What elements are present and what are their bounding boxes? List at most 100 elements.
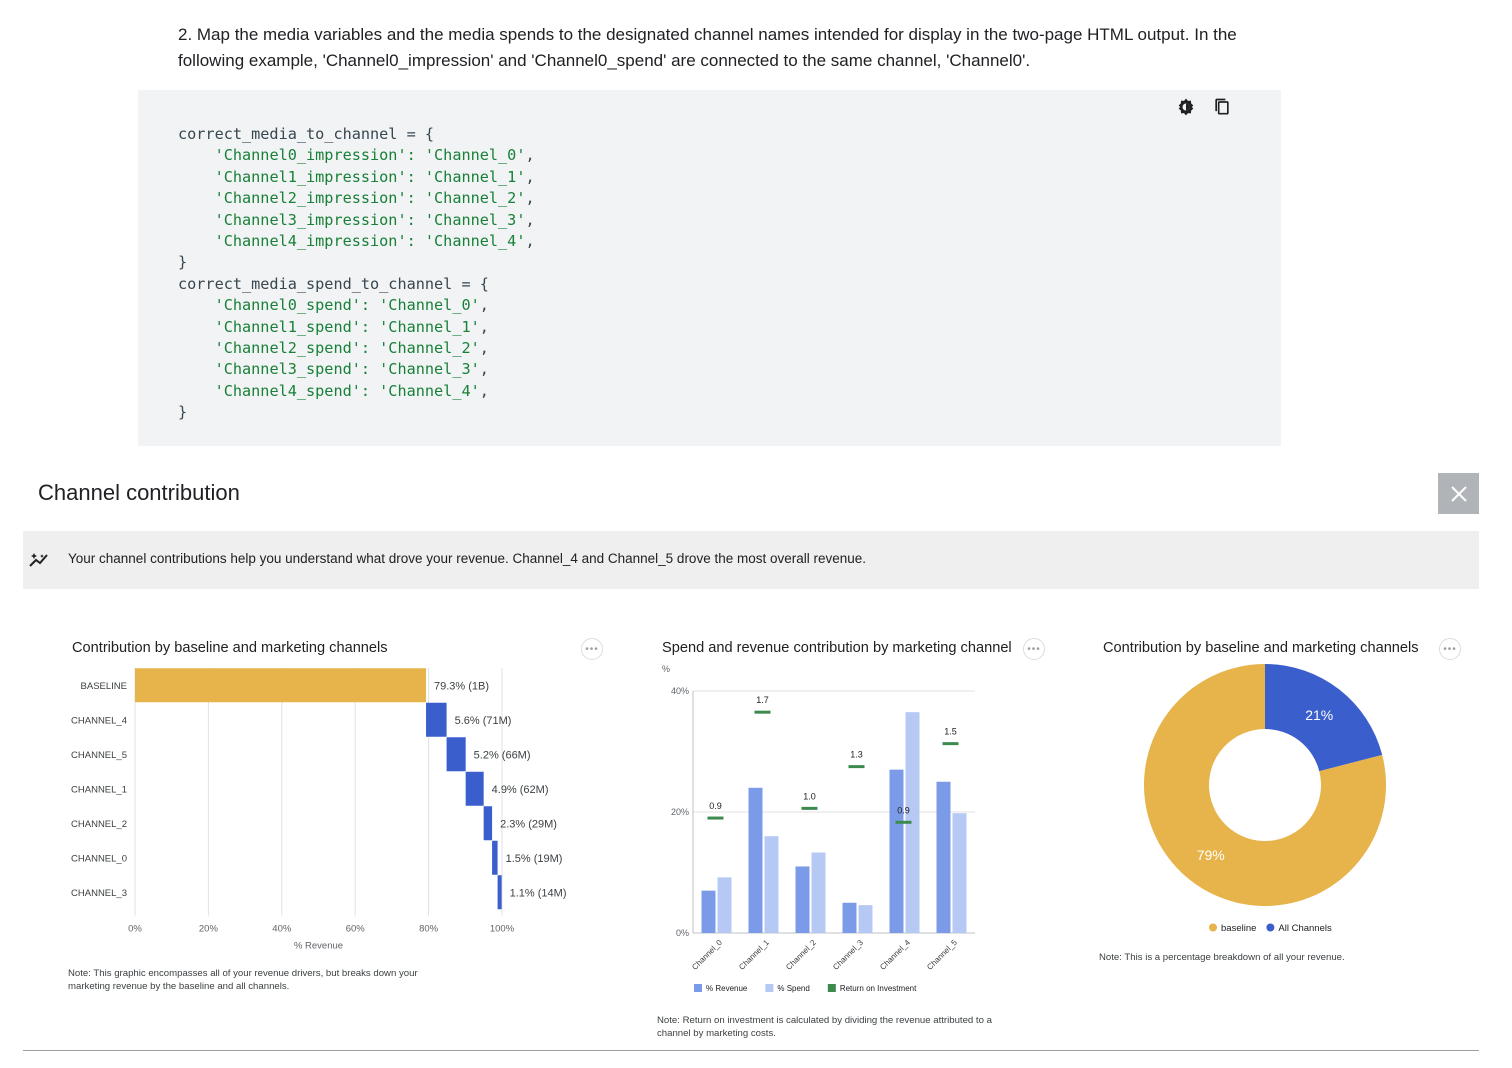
category-label: Channel_5 (925, 938, 959, 972)
code-token (178, 382, 215, 400)
roi-label: 1.0 (803, 791, 816, 801)
code-line: 'Channel2_impression': 'Channel_2', (178, 188, 535, 209)
roi-label: 0.9 (897, 805, 910, 815)
revenue-bar (889, 769, 904, 933)
code-token: } (178, 253, 188, 272)
code-token: , (479, 317, 489, 336)
spend-bar (858, 905, 873, 933)
code-block: correct_media_to_channel = { 'Channel0_i… (138, 90, 1281, 446)
legend-swatch (765, 984, 774, 992)
code-token: , (479, 296, 489, 315)
code-string: 'Channel2_impression': 'Channel_2' (214, 189, 526, 208)
code-token: , (525, 210, 535, 229)
code-token (178, 360, 215, 378)
more-horiz-icon: ••• (1027, 643, 1041, 655)
category-label: Channel_3 (831, 938, 865, 972)
roi-label: 1.5 (944, 727, 957, 737)
code-string: 'Channel1_impression': 'Channel_1' (214, 167, 526, 186)
code-token: , (525, 146, 535, 165)
category-label: Channel_1 (737, 938, 771, 972)
roi-label: 0.9 (709, 801, 722, 811)
bar-channel_5 (446, 737, 466, 772)
y-tick-label: 0% (676, 928, 689, 938)
code-token (178, 318, 215, 336)
category-label: CHANNEL_0 (71, 853, 127, 864)
revenue-bar (795, 866, 810, 933)
code-string: 'Channel3_spend': 'Channel_3' (214, 360, 480, 379)
code-string: 'Channel2_spend': 'Channel_2' (214, 339, 480, 358)
insights-icon (29, 553, 48, 567)
category-label: Channel_4 (878, 938, 912, 972)
x-tick-label: 60% (346, 924, 366, 935)
bar-channel_0 (492, 840, 498, 875)
y-unit-label: % (662, 664, 670, 674)
bar-channel_3 (497, 875, 502, 910)
code-content: correct_media_to_channel = { 'Channel0_i… (178, 124, 535, 424)
spend-revenue-chart: % 0% 20% 40% 0.9 Channel_0 1.7 Channel_1 1.0 Chan… (662, 664, 975, 993)
category-label: BASELINE (81, 681, 127, 692)
spend-bar (764, 836, 779, 933)
code-token (178, 232, 215, 250)
copy-icon (1215, 98, 1229, 115)
bar-channel_4 (426, 702, 447, 737)
data-label: 1.5% (19M) (506, 853, 563, 865)
waterfall-chart: 0% 20% 40% 60% 80% 100% % Revenue BASELINE 79.3%… (71, 668, 566, 952)
more-horiz-icon: ••• (1443, 643, 1457, 655)
code-token: , (525, 189, 535, 208)
more-horiz-icon: ••• (585, 643, 599, 655)
spend-bar (952, 813, 967, 933)
code-token (178, 211, 215, 229)
data-label: 79.3% (1B) (434, 680, 489, 692)
spend-bar (811, 852, 826, 933)
copy-button[interactable] (1211, 96, 1233, 118)
roi-label: 1.3 (850, 750, 863, 760)
code-string: 'Channel0_impression': 'Channel_0' (214, 146, 526, 165)
category-label: CHANNEL_5 (71, 750, 127, 761)
theme-toggle-button[interactable] (1175, 96, 1197, 118)
donut-chart: 79% 21% baseline All Channels (1144, 664, 1386, 934)
spend-revenue-more-button[interactable]: ••• (1023, 638, 1045, 660)
donut-more-button[interactable]: ••• (1439, 638, 1461, 660)
donut-note: Note: This is a percentage breakdown of … (1099, 952, 1345, 963)
code-line: } (178, 402, 535, 423)
revenue-bar (701, 890, 716, 933)
bottom-divider (23, 1050, 1479, 1051)
data-label: 4.9% (62M) (492, 784, 549, 796)
revenue-bar (936, 781, 951, 933)
legend-label: All Channels (1278, 923, 1332, 934)
code-token (178, 168, 215, 186)
code-token: correct_media_to_channel = { (178, 125, 435, 143)
legend-label: % Spend (777, 984, 809, 993)
legend-label: baseline (1221, 923, 1256, 934)
x-tick-label: 100% (490, 924, 515, 935)
y-tick-label: 40% (671, 686, 689, 696)
code-line: 'Channel3_spend': 'Channel_3', (178, 359, 535, 380)
code-token (178, 189, 215, 207)
section-title: Channel contribution (38, 480, 240, 505)
donut-chart-title: Contribution by baseline and marketing c… (1103, 640, 1419, 656)
x-axis-label: % Revenue (294, 941, 343, 952)
category-label: CHANNEL_2 (71, 819, 127, 830)
legend-swatch (694, 984, 702, 992)
insight-banner: Your channel contributions help you unde… (23, 531, 1479, 589)
waterfall-more-button[interactable]: ••• (581, 638, 603, 660)
code-line: 'Channel0_impression': 'Channel_0', (178, 145, 535, 166)
slice-baseline (1144, 664, 1386, 906)
waterfall-note: Note: This graphic encompasses all of yo… (68, 968, 418, 992)
code-token: , (479, 360, 489, 379)
code-token: correct_media_spend_to_channel = { (178, 274, 489, 293)
close-icon (1450, 485, 1467, 502)
revenue-bar (748, 787, 763, 933)
x-tick-label: 0% (128, 924, 142, 935)
slice-all-channels (1265, 664, 1383, 772)
code-string: 'Channel3_impression': 'Channel_3' (214, 210, 526, 229)
x-tick-label: 40% (272, 924, 292, 935)
code-token (178, 146, 215, 164)
legend-swatch (1209, 923, 1217, 932)
code-line: 'Channel1_impression': 'Channel_1', (178, 167, 535, 188)
code-toolbar (1175, 96, 1233, 118)
code-token: , (479, 339, 489, 358)
category-label: Channel_0 (690, 938, 724, 972)
close-button[interactable] (1438, 473, 1479, 514)
theme-toggle-icon (1178, 98, 1194, 116)
